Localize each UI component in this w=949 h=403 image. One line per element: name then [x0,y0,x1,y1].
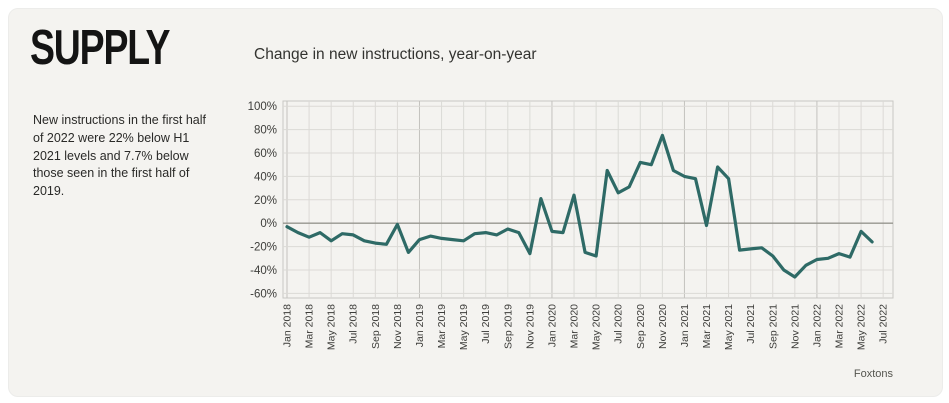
svg-text:Sep 2019: Sep 2019 [502,304,514,349]
vertical-gridlines [286,101,884,298]
horizontal-gridlines [283,105,893,294]
svg-text:Sep 2020: Sep 2020 [635,304,647,349]
svg-text:Mar 2020: Mar 2020 [569,304,581,349]
svg-text:Sep 2021: Sep 2021 [767,304,779,349]
svg-text:-20%: -20% [250,242,277,254]
svg-text:-40%: -40% [250,265,277,277]
svg-text:Jul 2022: Jul 2022 [878,304,890,344]
svg-text:Jan 2022: Jan 2022 [811,304,823,347]
svg-text:60%: 60% [254,148,277,160]
svg-text:-60%: -60% [250,288,277,300]
svg-text:Sep 2018: Sep 2018 [370,304,382,349]
svg-text:Jul 2018: Jul 2018 [348,304,360,344]
svg-text:May 2018: May 2018 [326,304,338,350]
svg-text:May 2021: May 2021 [723,304,735,350]
page-title: SUPPLY [30,21,171,76]
svg-text:May 2019: May 2019 [458,304,470,350]
svg-text:May 2020: May 2020 [591,304,603,350]
svg-text:Nov 2019: Nov 2019 [524,304,536,349]
svg-text:Mar 2022: Mar 2022 [834,304,846,349]
summary-note: New instructions in the first half of 20… [33,113,206,198]
svg-text:Jan 2018: Jan 2018 [282,304,294,347]
infographic-card [8,8,943,397]
svg-text:Jan 2019: Jan 2019 [414,304,426,347]
svg-text:Nov 2021: Nov 2021 [789,304,801,349]
chart-title: Change in new instructions, year-on-year [254,46,537,63]
svg-text:Mar 2019: Mar 2019 [436,304,448,349]
svg-text:40%: 40% [254,171,277,183]
svg-text:100%: 100% [248,101,277,113]
svg-text:20%: 20% [254,195,277,207]
data-line [285,133,874,279]
svg-text:80%: 80% [254,125,277,137]
svg-text:Jan 2021: Jan 2021 [679,304,691,347]
svg-text:Nov 2018: Nov 2018 [392,304,404,349]
svg-text:Mar 2021: Mar 2021 [701,304,713,349]
svg-text:Jul 2019: Jul 2019 [480,304,492,344]
svg-text:Mar 2018: Mar 2018 [304,304,316,349]
svg-text:May 2022: May 2022 [856,304,868,350]
svg-text:Jul 2020: Jul 2020 [613,304,625,344]
svg-text:Jul 2021: Jul 2021 [745,304,757,344]
svg-text:0%: 0% [260,218,277,230]
y-axis-labels: 100% 80% 60% 40% 20% 0% -20% -40% -60% [248,101,277,300]
svg-text:Jan 2020: Jan 2020 [546,304,558,347]
x-axis-labels: Jan 2018 Mar 2018 May 2018 Jul 2018 Sep 2018… [282,304,890,350]
source-attribution: Foxtons [853,368,893,380]
svg-text:Nov 2020: Nov 2020 [657,304,669,349]
